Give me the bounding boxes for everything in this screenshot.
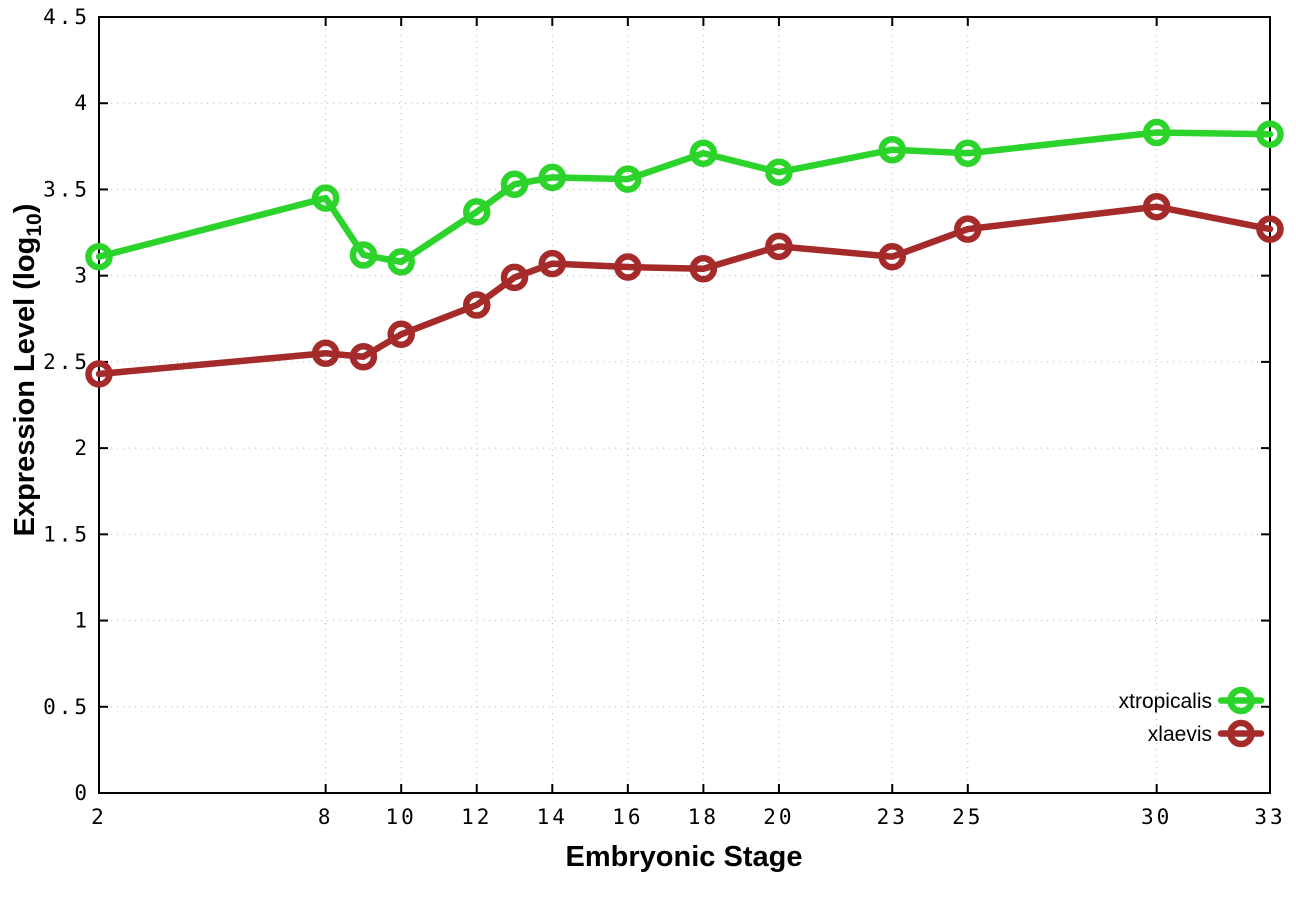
legend: xtropicalis xlaevis [1119,686,1265,748]
y-tick-label-4.5: 4.5 [43,5,90,29]
x-tick-label-20: 20 [763,805,794,829]
tick-label-layer: 2 8 10 12 14 16 18 20 23 25 30 33 0 0.5 1 1.5 2 2.5 3 3.5 4 4… [43,5,1285,829]
legend-marker-xtropicalis [1227,686,1255,715]
y-axis-title-subscript: 10 [23,213,46,236]
axis-layer [98,16,1271,794]
x-tick-label-12: 12 [461,805,492,829]
x-tick-label-25: 25 [952,805,983,829]
x-tick-label-23: 23 [877,805,908,829]
x-axis-title: Embryonic Stage [566,841,803,873]
y-axis-title-main: Expression Level (log [9,237,41,537]
data-point-xlaevis-8 [311,339,340,368]
data-point-xtropicalis-20 [765,158,793,186]
series-xlaevis [85,192,1284,388]
data-point-xtropicalis-14 [538,163,567,192]
legend-label-xtropicalis: xtropicalis [1119,690,1212,713]
data-point-xtropicalis-13 [500,170,529,199]
data-point-xtropicalis-30 [1142,118,1171,147]
series-xtropicalis [85,118,1284,276]
y-tick-label-2: 2 [74,436,90,460]
data-point-xlaevis-23 [878,242,907,271]
data-point-xlaevis-2 [85,360,113,388]
y-axis-title: Expression Level (log10) [9,204,46,537]
y-tick-label-1.5: 1.5 [43,522,90,546]
data-point-xlaevis-20 [765,232,793,261]
data-point-xtropicalis-16 [614,165,642,193]
data-point-xlaevis-33 [1256,215,1284,243]
data-point-xlaevis-18 [689,255,718,283]
data-point-xtropicalis-12 [462,198,491,226]
plot-border [98,16,1271,794]
data-point-xlaevis-14 [538,249,567,278]
grid-layer [98,16,1271,794]
data-point-xtropicalis-10 [387,248,415,276]
y-tick-label-3.5: 3.5 [43,177,90,201]
data-point-xlaevis-13 [500,263,529,292]
series-line-xlaevis [95,203,1274,378]
data-point-xtropicalis-9 [349,241,378,269]
y-tick-label-0.5: 0.5 [43,695,90,719]
data-point-xlaevis-9 [349,342,378,371]
y-tick-label-2.5: 2.5 [43,350,90,374]
data-point-xtropicalis-33 [1256,120,1284,149]
legend-marker-xlaevis [1227,719,1255,748]
data-point-xtropicalis-8 [311,184,340,212]
x-tick-label-8: 8 [318,805,334,829]
x-tick-label-14: 14 [537,805,568,829]
legend-markers [1217,686,1265,748]
y-tick-label-0: 0 [74,781,90,805]
x-tick-label-33: 33 [1254,805,1285,829]
y-tick-label-4: 4 [74,91,90,115]
y-tick-label-1: 1 [74,609,90,633]
legend-label-xlaevis: xlaevis [1148,723,1212,746]
y-axis-title-close: ) [9,204,41,214]
data-point-xlaevis-25 [954,215,982,243]
data-point-xlaevis-10 [387,320,415,349]
data-point-xtropicalis-18 [689,139,718,167]
data-point-xtropicalis-23 [878,136,907,164]
data-point-xlaevis-16 [614,253,642,281]
x-tick-label-16: 16 [612,805,643,829]
x-tick-label-10: 10 [386,805,417,829]
data-point-xlaevis-12 [462,291,491,319]
x-tick-label-18: 18 [688,805,719,829]
series-layer [85,118,1284,388]
data-point-xtropicalis-2 [85,242,113,271]
x-tick-label-30: 30 [1141,805,1172,829]
y-tick-label-3: 3 [74,264,90,288]
series-line-xtropicalis [95,129,1274,266]
data-point-xtropicalis-25 [954,139,982,167]
data-point-xlaevis-30 [1142,192,1171,221]
x-tick-label-2: 2 [91,805,107,829]
